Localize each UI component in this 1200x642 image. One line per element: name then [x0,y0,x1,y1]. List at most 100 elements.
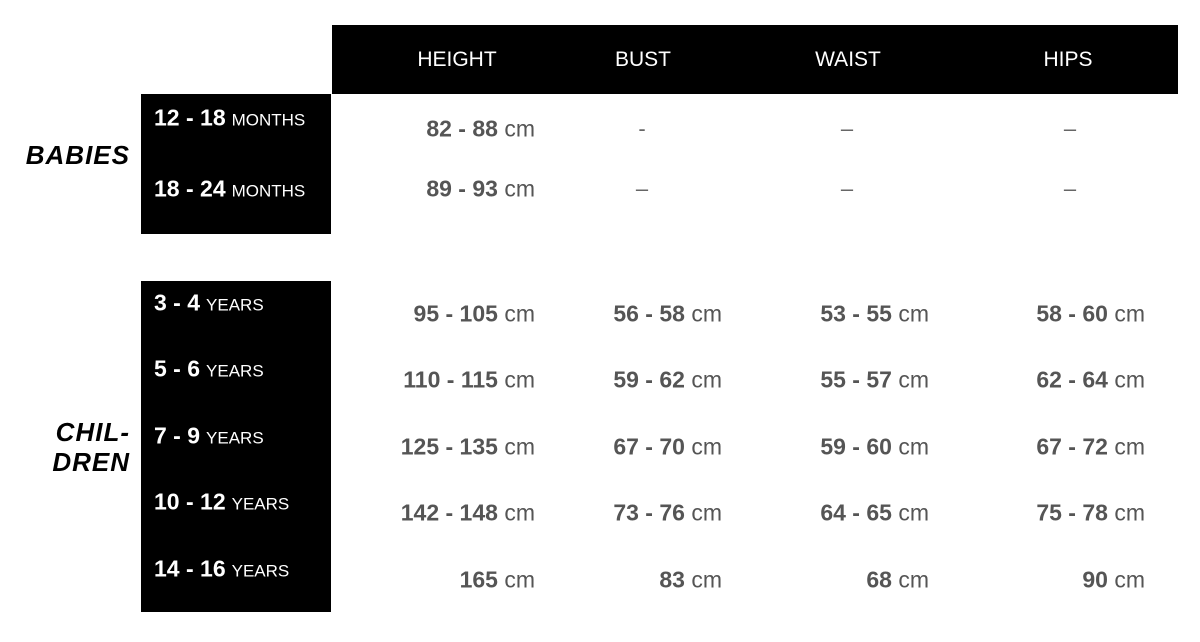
measurement-value: 56 - 58 cm [613,301,722,328]
measurement-value: 82 - 88 cm [426,116,535,143]
measurement-value: 53 - 55 cm [820,301,929,328]
value-unit: cm [504,115,535,142]
value-unit: cm [898,433,929,460]
header-waist: WAIST [815,48,881,71]
header-hips: HIPS [1043,48,1093,71]
age-range: 5 - 6 [154,355,201,382]
group-label-line: DREN [52,447,130,477]
age-range: 10 - 12 [154,488,226,515]
age-range: 3 - 4 [154,289,201,316]
group-label-babies: BABIES [25,140,130,170]
value-unit: cm [691,566,722,593]
value-unit: cm [504,366,535,393]
value-unit: cm [504,300,535,327]
children-age-box: 3 - 4 YEARS 5 - 6 YEARS 7 - 9 YEARS 10 - 12 YEA… [141,281,331,612]
value-unit: cm [1114,433,1145,460]
age-unit: YEARS [206,361,264,381]
column-header-bar: HEIGHT BUST WAIST HIPS [332,25,1178,94]
measurement-value: 110 - 115 cm [403,367,535,394]
header-height: HEIGHT [417,48,497,71]
age-unit: MONTHS [231,110,306,130]
value-unit: cm [1114,300,1145,327]
value-number: 95 - 105 [413,300,498,327]
value-number: 83 [659,566,685,593]
value-number: 62 - 64 [1036,366,1108,393]
value-number: 59 - 62 [613,366,685,393]
group-label-line: CHIL- [55,417,130,447]
header-bust: BUST [614,48,672,71]
measurement-value: 58 - 60 cm [1036,301,1145,328]
value-number: 90 [1082,566,1108,593]
empty-value: – [840,116,854,141]
measurement-value: 73 - 76 cm [613,500,722,527]
value-unit: cm [504,499,535,526]
value-number: 110 - 115 [403,366,498,393]
age-unit: YEARS [231,561,290,581]
value-number: 56 - 58 [613,300,685,327]
age-label: 5 - 6 YEARS [154,356,264,383]
age-label: 10 - 12 YEARS [154,489,289,516]
measurement-value: 90 cm [1082,567,1145,594]
measurement-value: 59 - 62 cm [613,367,722,394]
value-unit: cm [1114,366,1145,393]
value-unit: cm [504,175,535,202]
value-unit: cm [1114,499,1145,526]
value-number: 67 - 72 [1036,433,1108,460]
value-unit: cm [691,366,722,393]
value-unit: cm [898,566,929,593]
value-number: 82 - 88 [426,115,498,142]
measurement-value: 59 - 60 cm [820,434,929,461]
value-number: 142 - 148 [400,499,498,526]
age-range: 14 - 16 [154,555,226,582]
value-number: 58 - 60 [1036,300,1108,327]
age-unit: YEARS [206,295,264,315]
value-unit: cm [691,433,722,460]
value-unit: cm [898,499,929,526]
value-number: 67 - 70 [613,433,685,460]
value-number: 55 - 57 [820,366,892,393]
value-unit: cm [1114,566,1145,593]
value-unit: cm [504,566,535,593]
value-unit: cm [898,300,929,327]
age-label: 18 - 24 MONTHS [154,176,305,203]
value-number: 64 - 65 [820,499,892,526]
value-unit: cm [898,366,929,393]
value-number: 73 - 76 [613,499,685,526]
measurement-value: 83 cm [659,567,722,594]
age-label: 3 - 4 YEARS [154,290,264,317]
value-number: 75 - 78 [1036,499,1108,526]
measurement-value: 68 cm [866,567,929,594]
value-number: 68 [866,566,892,593]
group-label-children: CHIL- DREN [52,417,130,477]
empty-value: – [635,176,649,201]
age-unit: YEARS [231,494,290,514]
empty-value: – [840,176,854,201]
value-unit: cm [691,499,722,526]
measurement-value: 95 - 105 cm [414,301,535,328]
measurement-value: 125 - 135 cm [401,434,535,461]
value-number: 59 - 60 [820,433,892,460]
measurement-value: 165 cm [460,567,535,594]
measurement-value: 75 - 78 cm [1036,500,1145,527]
value-unit: cm [504,433,535,460]
value-number: 53 - 55 [820,300,892,327]
measurement-value: 89 - 93 cm [426,176,535,203]
age-label: 7 - 9 YEARS [154,423,264,450]
empty-value: – [1063,116,1077,141]
empty-value: – [1063,176,1077,201]
measurement-value: 142 - 148 cm [401,500,535,527]
age-range: 12 - 18 [154,104,226,131]
babies-age-box: 12 - 18 MONTHS 18 - 24 MONTHS [141,94,331,234]
age-label: 14 - 16 YEARS [154,556,289,583]
age-range: 18 - 24 [154,175,226,202]
value-number: 125 - 135 [400,433,498,460]
measurement-value: 67 - 72 cm [1036,434,1145,461]
value-number: 165 [459,566,498,593]
age-unit: YEARS [206,428,264,448]
measurement-value: 64 - 65 cm [820,500,929,527]
measurement-value: 62 - 64 cm [1036,367,1145,394]
empty-value: - [638,116,646,141]
measurement-value: 55 - 57 cm [820,367,929,394]
value-unit: cm [691,300,722,327]
age-unit: MONTHS [231,181,306,201]
